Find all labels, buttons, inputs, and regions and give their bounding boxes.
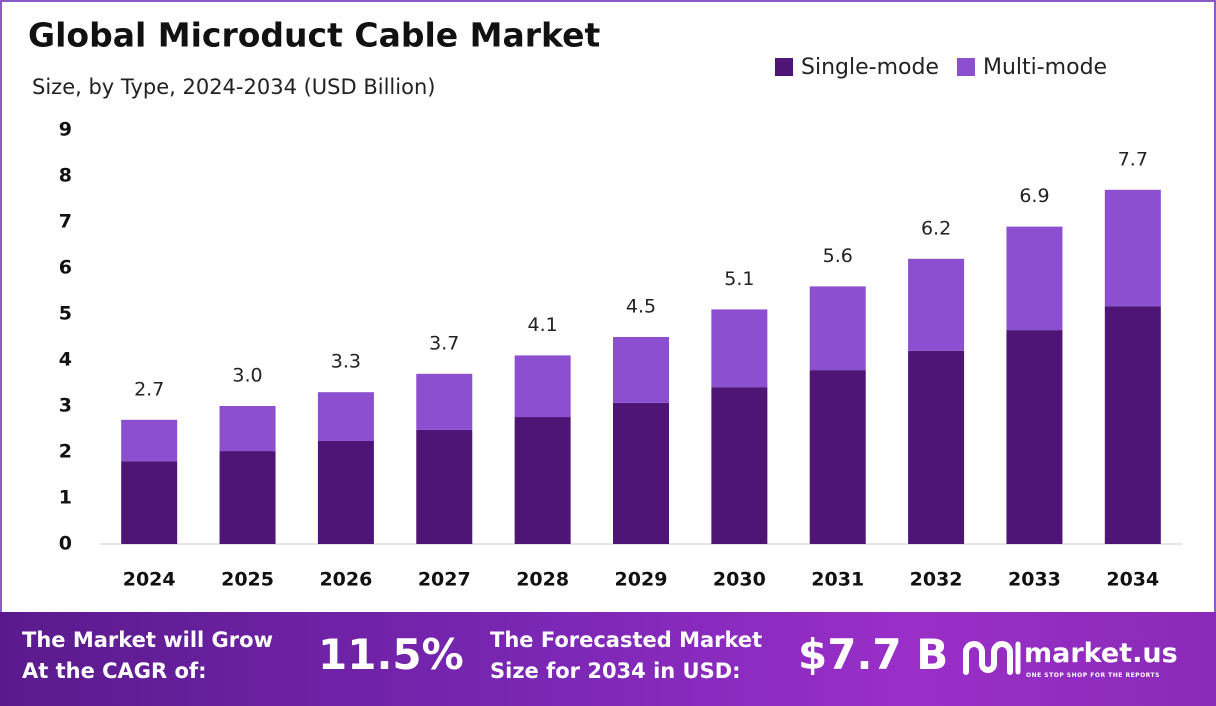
- bar-segment: [317, 440, 374, 544]
- x-tick-label: 2034: [1106, 569, 1159, 591]
- bar-segment: [121, 461, 178, 544]
- chart-frame: [0, 0, 1216, 612]
- x-tick-label: 2031: [811, 569, 864, 591]
- total-label: 5.6: [823, 245, 853, 267]
- total-label: 6.9: [1019, 185, 1049, 207]
- chart-title: Global Microduct Cable Market: [28, 16, 600, 55]
- y-tick-label: 9: [59, 119, 72, 141]
- total-label: 3.7: [429, 332, 459, 354]
- chart-subtitle: Size, by Type, 2024-2034 (USD Billion): [32, 75, 435, 99]
- bar-segment: [416, 429, 473, 544]
- bar-segment: [121, 419, 178, 462]
- bar-segment: [1006, 330, 1063, 544]
- bar-segment: [613, 337, 669, 403]
- bar-segment: [908, 350, 965, 544]
- chart: Global Microduct Cable Market Size, by T…: [28, 16, 1182, 591]
- total-label: 3.3: [331, 351, 361, 373]
- total-label: 7.7: [1118, 148, 1148, 170]
- bar-segment: [809, 286, 866, 371]
- bar-segment: [908, 258, 965, 351]
- forecast-text: The Forecasted Market Size for 2034 in U…: [490, 625, 762, 687]
- bar-segment: [711, 387, 768, 544]
- total-label: 2.7: [134, 378, 164, 400]
- total-label: 5.1: [724, 268, 754, 290]
- bar-segment: [317, 392, 374, 441]
- forecast-line: Size for 2034 in USD:: [490, 659, 741, 683]
- x-tick-label: 2026: [319, 569, 372, 591]
- y-tick-label: 1: [59, 487, 72, 509]
- bar-segment: [1104, 189, 1161, 307]
- cagr-value: 11.5%: [318, 630, 464, 679]
- forecast-line: The Forecasted Market: [490, 628, 763, 652]
- x-tick-label: 2032: [910, 569, 963, 591]
- brand-tagline: ONE STOP SHOP FOR THE REPORTS: [1026, 672, 1160, 679]
- y-tick-label: 2: [59, 441, 72, 463]
- legend-swatch: [956, 58, 975, 76]
- x-tick-label: 2027: [418, 569, 471, 591]
- y-tick-label: 7: [59, 211, 72, 233]
- x-tick-label: 2030: [713, 569, 766, 591]
- cagr-line: At the CAGR of:: [22, 659, 207, 683]
- bar-segment: [416, 373, 473, 430]
- bar-segment: [514, 355, 571, 418]
- bar-segment: [711, 309, 768, 388]
- total-label: 4.1: [528, 314, 558, 336]
- total-label: 3.0: [232, 365, 262, 387]
- footer-banner: The Market will Grow At the CAGR of: 11.…: [0, 612, 1216, 706]
- cagr-line: The Market will Grow: [22, 628, 273, 652]
- y-tick-label: 8: [59, 165, 72, 187]
- x-tick-label: 2029: [615, 569, 668, 591]
- legend-label: Multi-mode: [983, 55, 1107, 80]
- bar-segment: [219, 451, 276, 544]
- bar-segment: [613, 402, 669, 544]
- x-tick-label: 2028: [516, 569, 569, 591]
- legend-swatch: [775, 58, 793, 76]
- forecast-value: $7.7 B: [798, 630, 949, 679]
- x-tick-label: 2033: [1008, 569, 1061, 591]
- brand-name: market.us: [1024, 638, 1178, 669]
- y-tick-label: 0: [59, 533, 72, 555]
- y-tick-label: 5: [59, 303, 72, 325]
- total-label: 6.2: [921, 217, 951, 239]
- bar-segment: [1104, 306, 1161, 544]
- y-tick-label: 3: [59, 395, 72, 417]
- bar-segment: [1006, 226, 1063, 331]
- y-tick-label: 4: [59, 349, 72, 371]
- legend-label: Single-mode: [801, 55, 939, 80]
- bar-segment: [809, 370, 866, 544]
- bar-segment: [514, 417, 571, 544]
- cagr-text: The Market will Grow At the CAGR of:: [22, 625, 273, 687]
- brand-logo: [963, 641, 1021, 675]
- bar-segment: [219, 406, 276, 452]
- x-tick-label: 2025: [221, 569, 274, 591]
- y-tick-label: 6: [59, 257, 72, 279]
- x-tick-label: 2024: [123, 569, 176, 591]
- total-label: 4.5: [626, 296, 656, 318]
